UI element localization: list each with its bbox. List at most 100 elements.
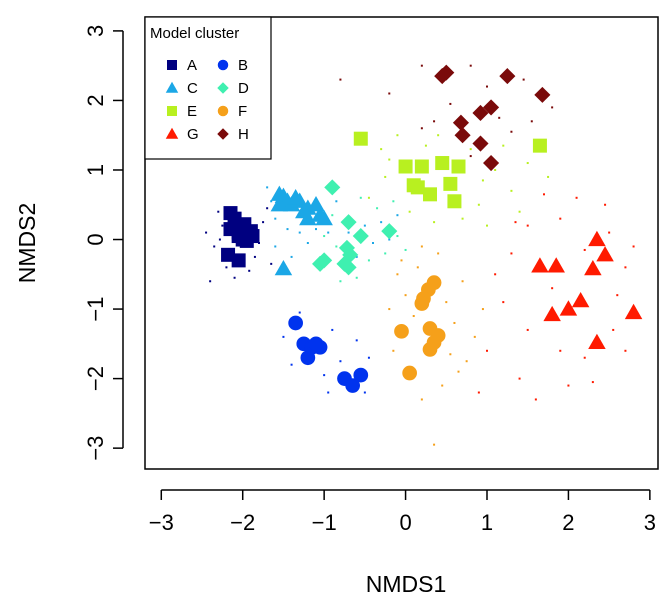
y-tick-label: −1	[83, 297, 108, 322]
background-point-f	[453, 321, 456, 324]
x-tick-label: 1	[481, 510, 493, 535]
background-point-a	[205, 231, 208, 234]
legend-marker-a	[167, 60, 177, 70]
point-cluster-a	[231, 253, 246, 268]
point-cluster-h	[454, 127, 471, 144]
legend-marker-h	[217, 128, 229, 140]
point-cluster-b	[288, 315, 303, 331]
background-point-f	[461, 280, 464, 283]
background-point-h	[388, 92, 391, 95]
legend-label-e: E	[187, 103, 197, 120]
background-point-g	[559, 217, 562, 220]
background-point-h	[510, 130, 513, 133]
background-point-g	[583, 356, 586, 359]
background-point-e	[384, 175, 387, 178]
legend-marker-f	[217, 105, 229, 117]
background-point-c	[290, 255, 293, 258]
point-cluster-c	[315, 209, 333, 226]
point-cluster-d	[381, 223, 398, 240]
y-axis: −3 −2 −1 0 1 2 3	[83, 25, 124, 461]
point-cluster-d	[340, 214, 357, 231]
background-point-f	[420, 245, 423, 248]
point-cluster-e	[423, 187, 437, 202]
background-point-c	[355, 255, 358, 258]
background-point-d	[376, 207, 379, 210]
x-axis-label: NMDS1	[366, 571, 447, 597]
point-cluster-c	[295, 202, 313, 219]
x-tick-label: 3	[644, 510, 656, 535]
background-point-c	[363, 224, 366, 227]
y-tick-label: 2	[83, 94, 108, 106]
background-point-g	[526, 328, 529, 331]
background-point-g	[518, 377, 521, 380]
background-point-d	[404, 248, 407, 251]
background-point-f	[481, 308, 484, 311]
background-point-h	[339, 78, 342, 81]
background-point-g	[534, 398, 537, 401]
background-point-b	[282, 335, 285, 338]
background-point-a	[266, 207, 269, 210]
background-point-b	[363, 391, 366, 394]
background-point-a	[213, 245, 216, 248]
background-point-c	[335, 200, 338, 203]
background-point-g	[624, 266, 627, 269]
legend-label-a: A	[187, 57, 197, 74]
point-cluster-a	[231, 229, 246, 244]
background-point-f	[437, 252, 440, 255]
point-cluster-f	[394, 323, 409, 339]
legend-marker-d	[217, 82, 229, 94]
background-point-a	[217, 210, 220, 213]
y-tick-label: −3	[83, 436, 108, 461]
point-cluster-a	[237, 217, 252, 232]
background-point-e	[396, 134, 399, 137]
point-cluster-e	[414, 159, 429, 174]
legend-marker-b	[217, 59, 229, 71]
point-cluster-b	[308, 336, 324, 352]
point-cluster-d	[338, 239, 355, 256]
background-point-c	[315, 228, 317, 231]
point-cluster-e	[451, 159, 466, 174]
background-point-e	[367, 196, 370, 199]
background-point-d	[323, 235, 326, 238]
point-cluster-e	[443, 176, 458, 191]
background-point-h	[530, 120, 533, 123]
background-point-g	[543, 193, 545, 196]
background-point-a	[233, 276, 236, 279]
point-cluster-c	[270, 196, 289, 212]
background-point-e	[547, 175, 550, 178]
point-cluster-h	[483, 99, 500, 116]
background-point-c	[396, 214, 399, 217]
point-cluster-d	[340, 259, 357, 276]
point-cluster-g	[584, 259, 602, 276]
background-point-b	[327, 391, 330, 394]
background-point-c	[306, 242, 309, 244]
point-cluster-h	[499, 68, 516, 85]
plot-area	[144, 16, 659, 470]
background-point-g	[486, 349, 488, 352]
background-point-a	[248, 269, 251, 272]
legend-label-f: F	[238, 103, 247, 120]
background-point-e	[461, 217, 464, 220]
background-point-e	[477, 203, 480, 206]
point-cluster-g	[531, 257, 549, 273]
point-cluster-g	[559, 300, 578, 316]
legend-box	[144, 16, 272, 160]
background-point-g	[551, 287, 554, 290]
point-cluster-b	[353, 367, 369, 383]
background-point-f	[420, 398, 423, 401]
background-point-g	[510, 252, 513, 255]
background-point-c	[270, 200, 273, 203]
background-point-f	[457, 370, 460, 373]
background-point-e	[433, 221, 436, 224]
background-point-e	[526, 162, 529, 165]
background-point-f	[433, 443, 436, 446]
x-tick-label: 2	[562, 510, 574, 535]
background-point-e	[481, 179, 484, 182]
background-point-c	[266, 186, 269, 189]
legend-marker-g	[165, 127, 179, 139]
background-point-e	[408, 210, 411, 213]
point-cluster-e	[447, 194, 462, 209]
background-point-d	[331, 214, 334, 217]
background-point-e	[469, 148, 472, 151]
background-point-c	[372, 242, 374, 244]
